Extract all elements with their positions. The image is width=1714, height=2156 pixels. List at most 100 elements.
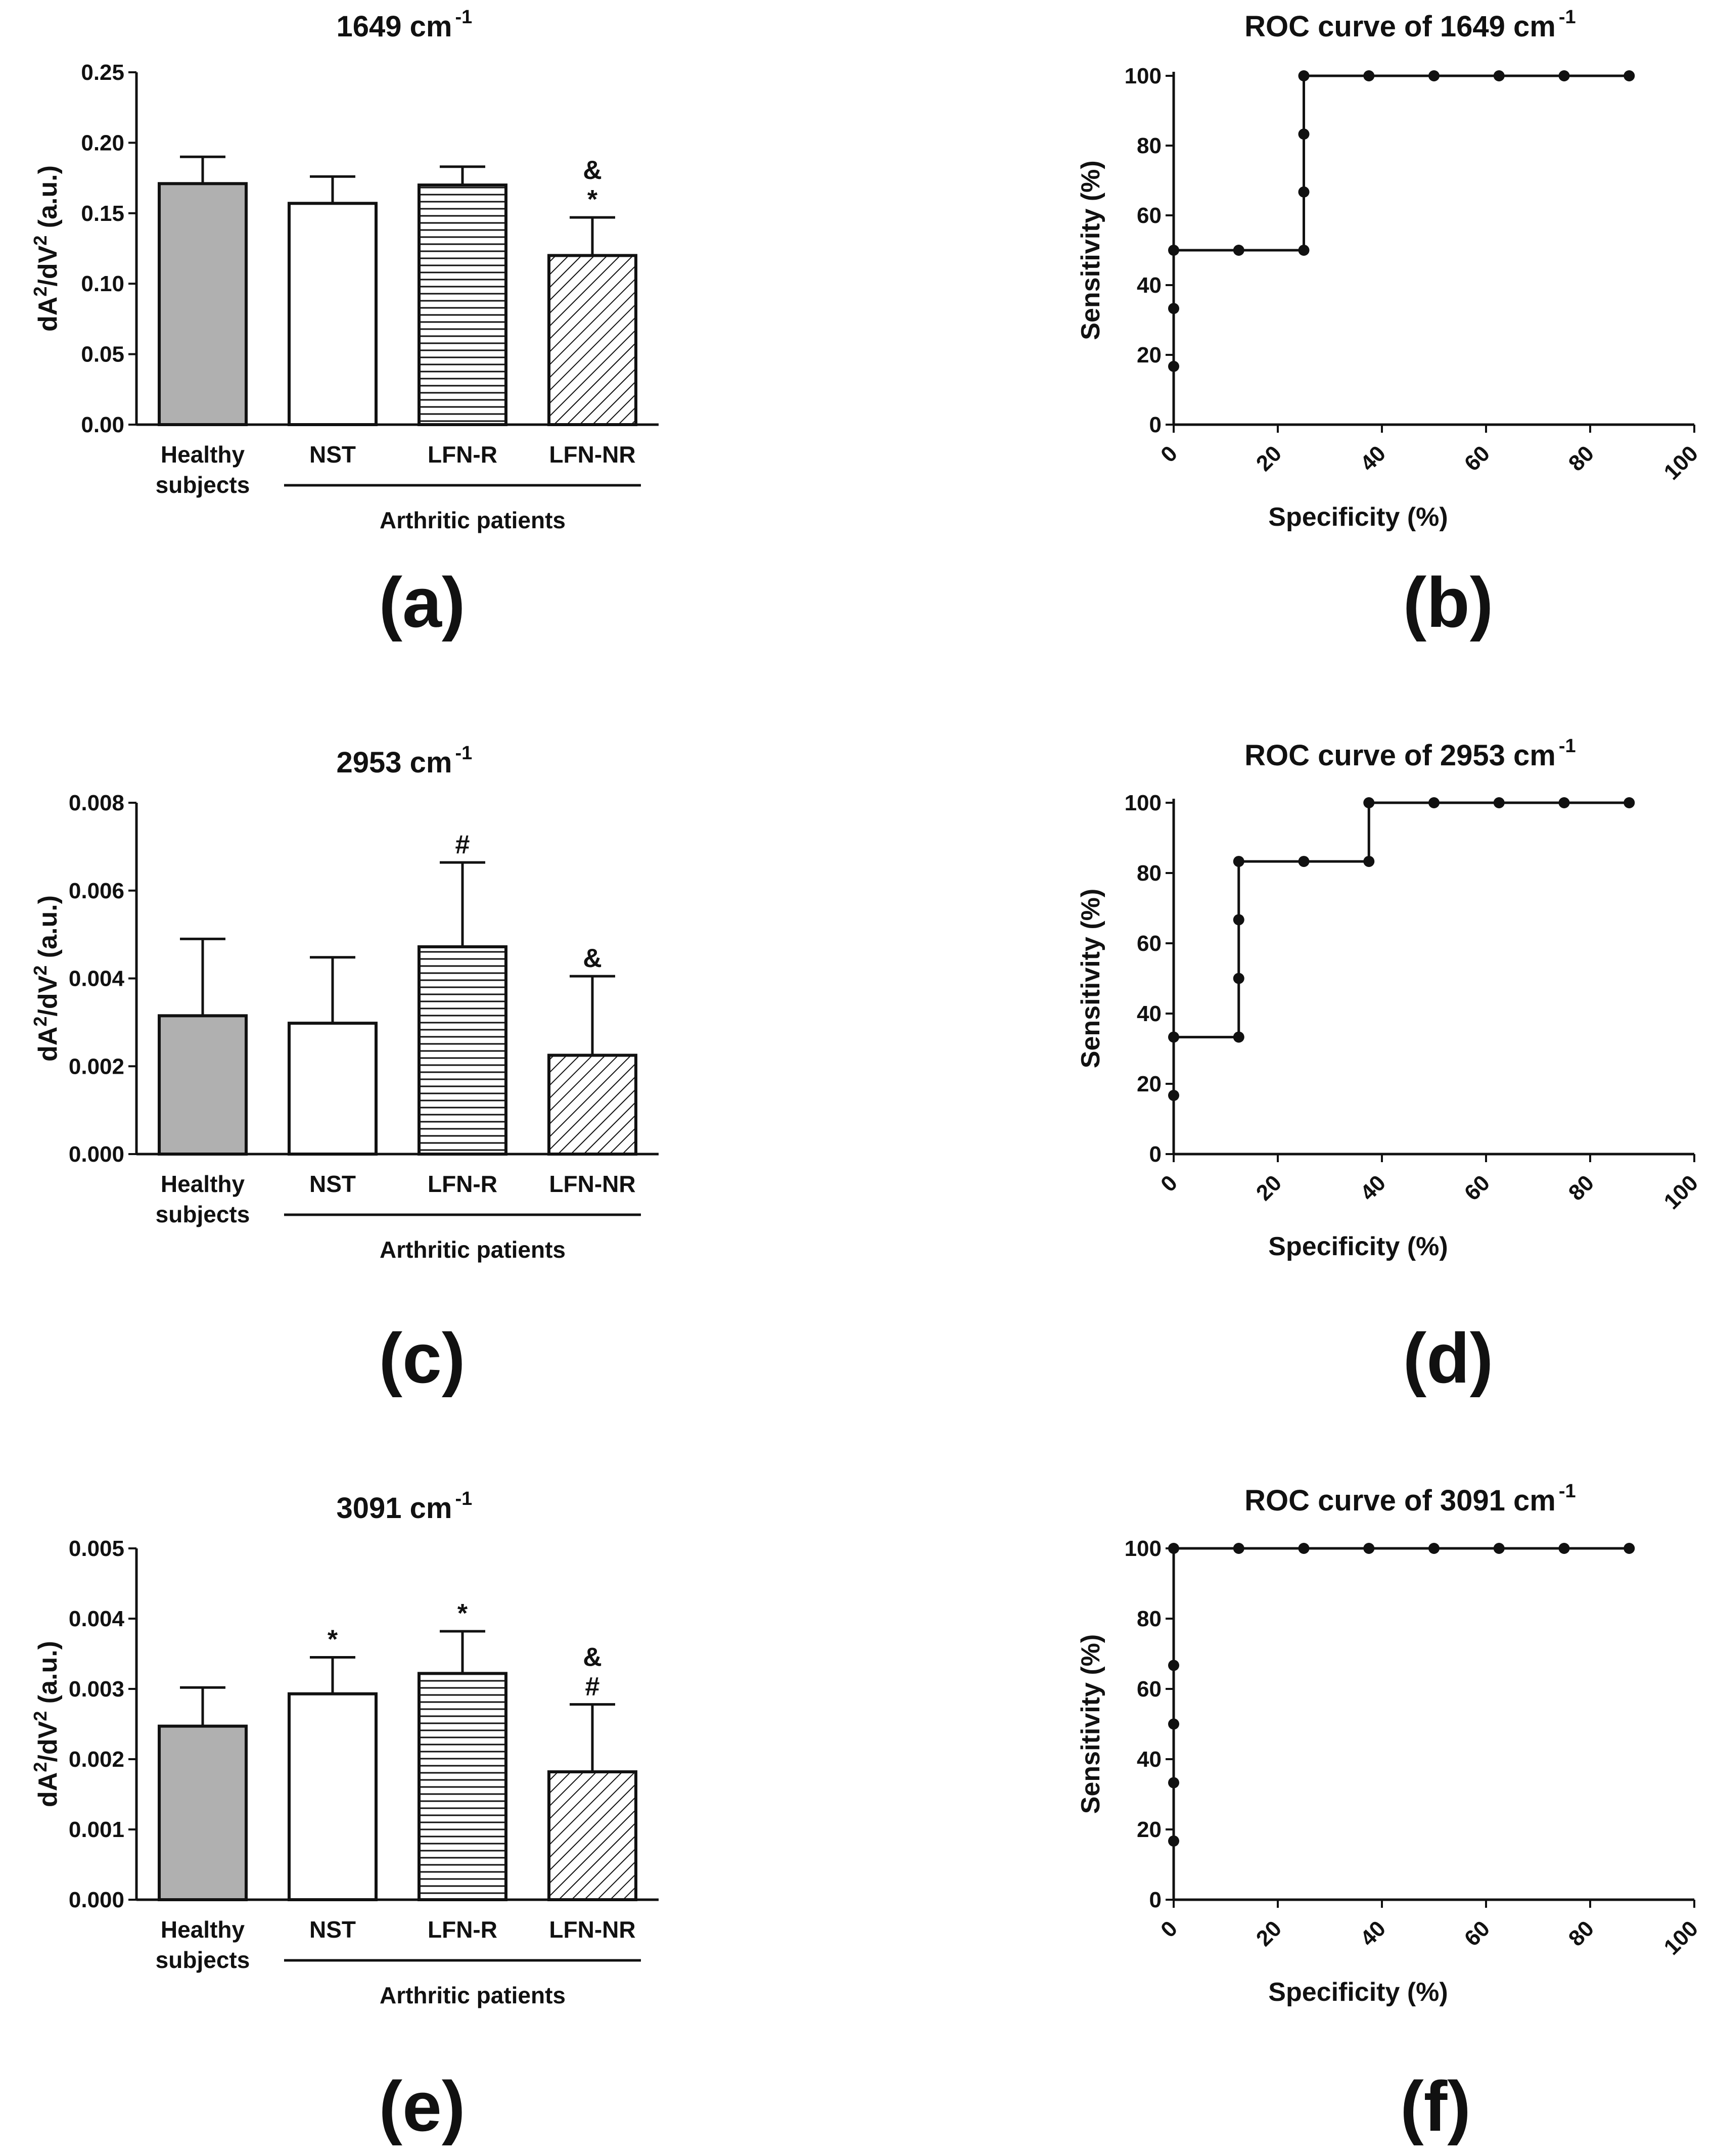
roc-data-point (1233, 856, 1244, 867)
chart-title-superscript: -1 (1559, 7, 1576, 28)
y-tick-label: 0.001 (69, 1817, 124, 1842)
x-category-label: subjects (156, 1201, 250, 1227)
roc-data-point (1298, 70, 1310, 81)
x-tick-label: 20 (1252, 1170, 1286, 1205)
chart-d: ROC curve of 2953 cm -1 0 20 40 60 80 100 0 20 40 6… (1076, 736, 1703, 1398)
roc-data-point (1428, 70, 1440, 81)
roc-data-point (1363, 797, 1375, 808)
chart-title: ROC curve of 1649 cm (1244, 10, 1556, 43)
y-tick-label: 0.004 (69, 1607, 125, 1631)
significance-mark: & (583, 156, 602, 185)
group-label: Arthritic patients (380, 1982, 566, 2008)
y-tick-label: 0.003 (69, 1677, 124, 1702)
roc-data-point (1233, 1031, 1244, 1043)
y-tick-label: 60 (1137, 1677, 1162, 1702)
bar (547, 254, 637, 426)
y-tick-label: 0.00 (81, 412, 124, 437)
panel-letter: (e) (379, 2067, 465, 2146)
chart-title-superscript: -1 (455, 1488, 472, 1509)
y-tick-label: 20 (1137, 343, 1162, 368)
panel-letter: (c) (379, 1318, 465, 1398)
roc-data-point (1168, 1543, 1179, 1554)
roc-data-point (1624, 70, 1635, 81)
y-tick-label: 0.15 (81, 201, 124, 226)
y-axis-title: Sensitivity (%) (1076, 1634, 1105, 1814)
roc-data-point (1168, 245, 1179, 256)
roc-curve-line (1172, 801, 1630, 1095)
bar (158, 1724, 248, 1901)
significance-mark: # (585, 1672, 600, 1702)
y-tick-label: 80 (1137, 133, 1162, 158)
chart-c: 2953 cm -10.0000.0020.0040.0060.008dA2/dV… (30, 743, 659, 1398)
y-axis-title: Sensitivity (%) (1076, 160, 1105, 340)
y-tick-label: 0.006 (69, 879, 124, 903)
x-category-label: LFN-R (428, 1171, 497, 1197)
roc-data-point (1168, 1718, 1179, 1730)
x-category-label: NST (309, 1171, 356, 1197)
x-tick-label: 60 (1460, 1916, 1495, 1951)
roc-data-point (1168, 360, 1179, 372)
x-tick-label: 80 (1564, 441, 1599, 476)
roc-data-point (1428, 797, 1440, 808)
roc-data-point (1428, 1543, 1440, 1554)
x-tick-label: 80 (1564, 1916, 1599, 1951)
x-category-label: NST (309, 441, 356, 468)
roc-data-point (1558, 1543, 1570, 1554)
bar (288, 1692, 378, 1901)
roc-data-point (1363, 1543, 1375, 1554)
significance-mark: * (587, 185, 598, 214)
bar (158, 182, 248, 426)
y-axis-title: dA2/dV2 (a.u.) (30, 895, 63, 1062)
chart-e: 3091 cm -1 0.000 0.001 0.002 0.003 0.004 0.005 d… (30, 1488, 659, 2146)
x-tick-label: 100 (1659, 1170, 1703, 1214)
bar (288, 1022, 378, 1156)
panel-letter: (a) (379, 563, 465, 642)
roc-data-point (1168, 1031, 1179, 1043)
y-tick-label: 0.05 (81, 342, 124, 367)
significance-mark: * (457, 1599, 468, 1628)
y-tick-label: 20 (1137, 1072, 1162, 1096)
chart-title-superscript: -1 (1559, 736, 1576, 757)
x-tick-label: 100 (1659, 441, 1703, 485)
roc-data-point (1493, 1543, 1505, 1554)
y-tick-label: 0.000 (69, 1142, 124, 1167)
significance-mark: * (328, 1625, 338, 1654)
significance-mark: & (583, 944, 602, 973)
chart-a: 1649 cm -10.000.050.100.150.200.25dA2/dV2… (30, 7, 659, 642)
chart-title: ROC curve of 3091 cm (1244, 1484, 1556, 1517)
y-axis-title: Sensitivity (%) (1076, 889, 1105, 1068)
roc-data-point (1168, 1660, 1179, 1671)
y-axis-title-superscript: 2 (30, 1017, 51, 1027)
x-category-label: subjects (156, 472, 250, 498)
y-tick-label: 0 (1149, 1888, 1162, 1912)
y-tick-label: 0.000 (69, 1888, 124, 1912)
x-tick-label: 80 (1564, 1170, 1599, 1205)
x-axis-title: Specificity (%) (1268, 1232, 1448, 1261)
x-category-label: Healthy (161, 1916, 245, 1943)
x-tick-label: 100 (1659, 1916, 1703, 1960)
x-category-label: LFN-R (428, 441, 497, 468)
roc-data-point (1298, 186, 1310, 198)
bar (288, 202, 378, 426)
y-tick-label: 40 (1137, 273, 1162, 298)
chart-title: 2953 cm (337, 746, 452, 779)
y-axis-title-part: (a.u.) (33, 165, 63, 236)
y-tick-label: 60 (1137, 931, 1162, 956)
x-tick-label: 60 (1460, 441, 1495, 476)
x-category-label: Healthy (161, 441, 245, 468)
y-axis-title-superscript: 2 (30, 1762, 51, 1772)
y-axis-title-superscript: 2 (30, 236, 51, 246)
group-label: Arthritic patients (380, 507, 566, 533)
x-tick-label: 40 (1356, 1170, 1391, 1205)
y-axis-title-superscript: 2 (30, 966, 51, 976)
roc-data-point (1168, 303, 1179, 314)
x-category-label: Healthy (161, 1171, 245, 1197)
x-tick-label: 60 (1460, 1170, 1495, 1205)
y-tick-label: 0.008 (69, 791, 124, 815)
roc-curve-line (1172, 74, 1630, 366)
y-tick-label: 0.005 (69, 1536, 124, 1561)
x-category-label: subjects (156, 1947, 250, 1973)
x-tick-label: 20 (1252, 1916, 1286, 1951)
y-axis-title-part: dA (33, 297, 63, 332)
y-axis-title: dA2/dV2 (a.u.) (30, 165, 63, 332)
